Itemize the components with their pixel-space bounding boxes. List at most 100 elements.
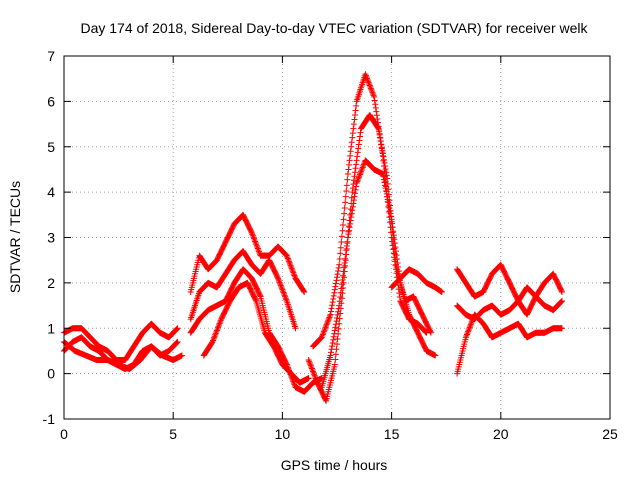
trace-point-track-13 bbox=[558, 298, 565, 305]
trace-point-track-5 bbox=[279, 286, 286, 293]
trace-point-track-7 bbox=[215, 323, 222, 330]
trace-point-track-9 bbox=[336, 320, 343, 327]
trace-point-track-4 bbox=[253, 242, 260, 249]
trace-point-track-8 bbox=[345, 166, 352, 173]
data-point-track-8 bbox=[327, 311, 334, 318]
trace-point-track-6 bbox=[257, 292, 264, 299]
trace-point-track-8 bbox=[323, 321, 330, 328]
trace-point-track-8 bbox=[348, 139, 355, 146]
trace-point-track-8 bbox=[368, 86, 375, 93]
data-point-track-8 bbox=[344, 170, 351, 177]
trace-point-track-4 bbox=[249, 231, 256, 238]
trace-point-track-7 bbox=[214, 324, 221, 331]
data-point-track-4 bbox=[301, 288, 308, 295]
trace-point-track-10 bbox=[385, 199, 392, 206]
data-point-track-10 bbox=[432, 352, 439, 359]
trace-point-track-4 bbox=[285, 258, 292, 265]
trace-point-track-10 bbox=[337, 289, 344, 296]
trace-point-track-14 bbox=[467, 322, 474, 329]
data-point-track-8 bbox=[318, 334, 325, 341]
trace-point-track-10 bbox=[359, 164, 366, 171]
chart-title: Day 174 of 2018, Sidereal Day-to-day VTE… bbox=[80, 20, 588, 36]
trace-point-track-10 bbox=[394, 256, 401, 263]
trace-point-track-8 bbox=[330, 292, 337, 299]
trace-point-track-10 bbox=[330, 336, 337, 343]
trace-point-track-8 bbox=[337, 244, 344, 251]
trace-point-track-10 bbox=[354, 178, 361, 185]
x-tick-label: 25 bbox=[602, 426, 618, 442]
trace-point-track-10 bbox=[335, 308, 342, 315]
trace-point-track-4 bbox=[253, 241, 260, 248]
trace-point-track-8 bbox=[321, 327, 328, 334]
trace-point-track-9 bbox=[336, 315, 343, 322]
trace-point-track-10 bbox=[351, 193, 358, 200]
trace-point-track-7 bbox=[212, 330, 219, 337]
trace-point-track-7 bbox=[217, 319, 224, 326]
trace-point-track-5 bbox=[281, 292, 288, 299]
trace-point-track-8 bbox=[324, 320, 331, 327]
trace-point-track-10 bbox=[346, 224, 353, 231]
trace-point-track-9 bbox=[379, 147, 386, 154]
trace-point-track-8 bbox=[363, 73, 370, 80]
trace-point-track-6 bbox=[291, 381, 298, 388]
trace-point-track-8 bbox=[336, 256, 343, 263]
data-point-track-10 bbox=[327, 352, 334, 359]
trace-point-track-8 bbox=[349, 130, 356, 137]
trace-point-track-9 bbox=[352, 165, 359, 172]
trace-point-track-14 bbox=[465, 328, 472, 335]
trace-point-track-5 bbox=[274, 274, 281, 281]
data-point-track-11 bbox=[438, 288, 445, 295]
trace-point-track-9 bbox=[384, 180, 391, 187]
data-point-track-14 bbox=[462, 334, 469, 341]
trace-point-track-9 bbox=[332, 356, 339, 363]
trace-point-track-13 bbox=[557, 299, 564, 306]
trace-point-track-9 bbox=[312, 375, 319, 382]
trace-point-track-10 bbox=[342, 255, 349, 262]
trace-point-track-9 bbox=[378, 144, 385, 151]
trace-point-track-14 bbox=[467, 321, 474, 328]
trace-point-track-8 bbox=[332, 280, 339, 287]
trace-point-track-4 bbox=[288, 265, 295, 272]
trace-point-track-8 bbox=[422, 329, 429, 336]
trace-point-track-5 bbox=[281, 290, 288, 297]
trace-point-track-8 bbox=[347, 148, 354, 155]
trace-point-track-10 bbox=[384, 196, 391, 203]
trace-point-track-14 bbox=[469, 317, 476, 324]
trace-point-track-10 bbox=[349, 207, 356, 214]
trace-point-track-8 bbox=[341, 210, 348, 217]
trace-point-track-10 bbox=[385, 202, 392, 209]
y-axis-label: SDTVAR / TECUs bbox=[7, 181, 23, 293]
data-point-track-13 bbox=[558, 298, 565, 305]
trace-point-track-7 bbox=[212, 331, 219, 338]
trace-point-track-9 bbox=[307, 362, 314, 369]
trace-point-track-10 bbox=[390, 228, 397, 235]
trace-point-track-8 bbox=[334, 274, 340, 281]
trace-point-track-10 bbox=[380, 176, 387, 183]
trace-point-track-9 bbox=[381, 159, 388, 166]
trace-point-track-4 bbox=[250, 234, 257, 241]
trace-point-track-8 bbox=[320, 330, 327, 337]
trace-point-track-10 bbox=[332, 321, 339, 328]
data-point-track-10 bbox=[344, 234, 351, 241]
trace-point-track-4 bbox=[252, 239, 259, 246]
trace-point-track-10 bbox=[358, 167, 365, 174]
trace-point-track-4 bbox=[290, 269, 297, 276]
trace-point-track-9 bbox=[312, 374, 319, 381]
trace-point-track-14 bbox=[468, 318, 475, 325]
trace-point-track-5 bbox=[278, 285, 285, 292]
data-point-track-9 bbox=[331, 361, 338, 368]
trace-point-track-10 bbox=[328, 346, 335, 353]
data-point-track-9 bbox=[375, 125, 382, 132]
trace-point-track-9 bbox=[334, 341, 340, 348]
trace-point-track-10 bbox=[355, 175, 362, 182]
trace-point-track-10 bbox=[342, 251, 349, 258]
trace-point-track-10 bbox=[382, 185, 389, 192]
trace-point-track-10 bbox=[348, 210, 355, 217]
trace-point-track-10 bbox=[389, 220, 396, 227]
trace-point-track-8 bbox=[335, 264, 342, 271]
trace-point-track-7 bbox=[217, 317, 224, 324]
trace-point-track-5 bbox=[276, 278, 283, 285]
trace-point-track-8 bbox=[367, 83, 374, 90]
